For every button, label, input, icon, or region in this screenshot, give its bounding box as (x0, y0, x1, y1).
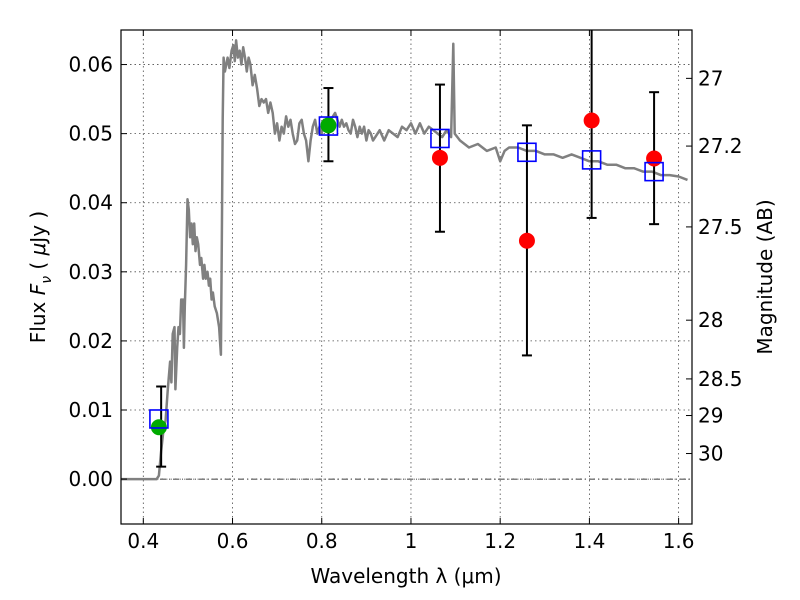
x-tick-label: 1 (405, 529, 418, 553)
x-axis-label: Wavelength λ (μm) (310, 564, 501, 588)
x-tick-label: 0.6 (217, 529, 249, 553)
y-tick-label: 0.03 (68, 260, 113, 284)
model-flux-square (430, 128, 450, 149)
plot-area (121, 30, 688, 481)
y2-tick-label: 27 (698, 66, 723, 90)
model-flux-square (517, 142, 537, 163)
observed-flux-point (431, 149, 448, 166)
grid (121, 30, 692, 524)
observed-flux-point (646, 150, 663, 167)
y-tick-label: 0.02 (68, 329, 113, 353)
y-tick-label: 0.01 (68, 398, 113, 422)
observed-flux-point (320, 117, 337, 134)
y2-tick-label: 29 (698, 404, 723, 428)
y2-tick-label: 27.5 (698, 215, 743, 239)
x-tick-label: 0.8 (306, 529, 338, 553)
x-tick-label: 0.4 (127, 529, 159, 553)
y2-tick-label: 30 (698, 442, 723, 466)
observed-flux-point (583, 112, 600, 129)
template-spectrum-line (121, 39, 688, 481)
axes-ticks: 0.4 0.6 0.8 1 1.2 1.4 1.6 0.00 0.01 0.02 0.03 0.04 0… (68, 30, 743, 553)
y2-tick-label: 28.5 (698, 367, 743, 391)
observed-flux-point (518, 232, 535, 249)
plot-frame (120, 29, 693, 525)
y-tick-label: 0.06 (68, 53, 113, 77)
y-tick-label: 0.04 (68, 191, 113, 215)
x-tick-label: 1.4 (573, 529, 605, 553)
y-tick-label: 0.05 (68, 122, 113, 146)
model-flux-square (149, 409, 169, 429)
model-flux-square (644, 161, 664, 182)
y2-tick-label: 27.2 (698, 134, 743, 158)
x-tick-label: 1.6 (663, 529, 695, 553)
model-flux-square (581, 150, 602, 170)
model-flux-square (318, 116, 339, 136)
y-tick-label: 0.00 (68, 467, 113, 491)
y2-tick-label: 28 (698, 308, 723, 332)
x-tick-label: 1.2 (484, 529, 516, 553)
y2-axis-label: Magnitude (AB) (753, 199, 777, 354)
